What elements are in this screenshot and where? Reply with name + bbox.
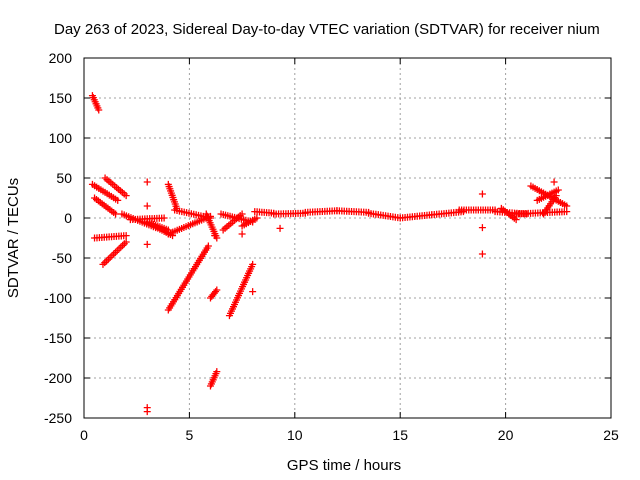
data-point	[552, 192, 560, 200]
data-point	[143, 408, 151, 416]
y-tick-label: -250	[44, 410, 72, 426]
data-point	[112, 210, 120, 218]
data-point	[104, 255, 112, 263]
data-point	[95, 106, 103, 114]
y-tick-label: -150	[44, 330, 72, 346]
x-tick-label: 10	[287, 427, 303, 443]
axis-ticks	[83, 57, 612, 419]
y-tick-label: 50	[56, 170, 72, 186]
y-tick-label: 0	[64, 210, 72, 226]
x-tick-label: 25	[603, 427, 619, 443]
data-point	[249, 260, 257, 268]
data-point	[106, 254, 114, 262]
data-point	[554, 186, 562, 194]
data-point	[122, 192, 130, 200]
data-point	[111, 248, 119, 256]
y-tick-label: -200	[44, 370, 72, 386]
y-tick-label: 200	[49, 50, 73, 66]
x-axis-label: GPS time / hours	[287, 457, 401, 474]
data-point	[478, 224, 486, 232]
data-point	[101, 259, 109, 267]
data-point	[213, 286, 221, 294]
x-tick-label: 15	[392, 427, 408, 443]
data-point	[113, 247, 121, 255]
data-point	[114, 196, 122, 204]
data-point	[478, 250, 486, 258]
data-point	[211, 232, 219, 240]
data-point	[110, 250, 118, 258]
data-point	[143, 202, 151, 210]
y-tick-labels: 200 150 100 50 0 -50 -100 -150 -200 -250	[44, 50, 72, 426]
y-axis-label: SDTVAR / TECUs	[5, 178, 22, 298]
y-tick-label: 150	[49, 90, 73, 106]
data-point	[115, 245, 123, 253]
y-tick-label: -50	[52, 250, 72, 266]
data-point	[99, 260, 107, 268]
data-point	[238, 210, 246, 218]
data-point	[276, 224, 284, 232]
data-point	[103, 257, 111, 265]
data-point	[249, 288, 257, 296]
data-point	[212, 288, 220, 296]
x-tick-labels: 0 5 10 15 20 25	[80, 427, 619, 443]
data-point	[204, 242, 212, 250]
data-point	[550, 178, 558, 186]
data-point	[563, 202, 571, 210]
y-tick-label: 100	[49, 130, 73, 146]
data-point	[213, 368, 221, 376]
data-point	[117, 243, 125, 251]
plot-frame	[83, 57, 612, 419]
data-point	[120, 240, 128, 248]
data-point	[160, 214, 168, 222]
x-tick-label: 0	[80, 427, 88, 443]
grid	[84, 58, 611, 418]
data-point	[119, 241, 127, 249]
y-tick-label: -100	[44, 290, 72, 306]
data-point	[122, 238, 130, 246]
data-point	[122, 232, 130, 240]
x-tick-label: 20	[498, 427, 514, 443]
data-point	[143, 178, 151, 186]
data-point	[253, 214, 261, 222]
data-points	[88, 92, 571, 416]
chart-title: Day 263 of 2023, Sidereal Day-to-day VTE…	[54, 21, 600, 38]
data-point	[478, 190, 486, 198]
data-point	[238, 230, 246, 238]
x-tick-label: 5	[186, 427, 194, 443]
data-point	[143, 240, 151, 248]
